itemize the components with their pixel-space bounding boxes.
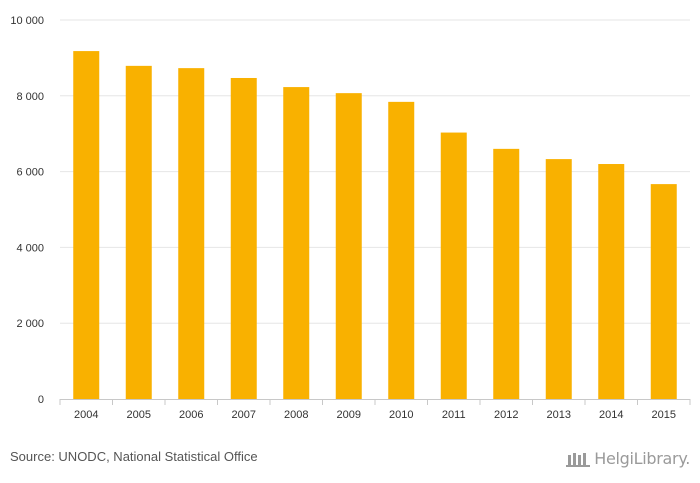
x-tick-label: 2009 <box>337 409 361 421</box>
bars <box>73 51 677 400</box>
x-axis-ticks: 2004 2005 2006 2007 2008 2009 2010 2011 2012 2013… <box>59 399 691 421</box>
library-building-icon <box>566 453 591 467</box>
bar-2007[interactable] <box>230 77 257 399</box>
bar-2013[interactable] <box>545 159 572 399</box>
helgilibrary-logo[interactable]: HelgiLibrary. <box>566 446 690 470</box>
x-tick-label: 2010 <box>389 409 413 421</box>
y-tick-label: 4 000 <box>16 242 44 254</box>
x-tick-label: 2004 <box>74 409 98 421</box>
bar-2014[interactable] <box>598 164 625 399</box>
y-tick-label: 6 000 <box>16 167 44 179</box>
x-tick-label: 2008 <box>284 409 308 421</box>
x-tick-label: 2006 <box>179 409 203 421</box>
bar-2006[interactable] <box>178 68 205 400</box>
bar-2005[interactable] <box>125 65 152 399</box>
bar-2015[interactable] <box>650 184 677 399</box>
bar-2004[interactable] <box>73 51 100 399</box>
bar-2008[interactable] <box>283 87 310 399</box>
bar-2010[interactable] <box>388 101 415 399</box>
y-tick-label: 2 000 <box>16 318 44 330</box>
source-note: Source: UNODC, National Statistical Offi… <box>10 449 258 464</box>
grid-lines <box>60 19 690 324</box>
x-tick-label: 2015 <box>652 409 676 421</box>
logo-text: HelgiLibrary. <box>594 448 690 468</box>
bar-2011[interactable] <box>440 132 467 400</box>
y-tick-label: 8 000 <box>16 91 44 103</box>
bar-2012[interactable] <box>493 148 520 399</box>
x-tick-label: 2005 <box>127 409 151 421</box>
bar-chart: 0 2 000 4 000 6 000 8 000 10 000 2004 2005 2006… <box>10 15 691 421</box>
y-tick-label: 0 <box>38 394 44 406</box>
bar-2009[interactable] <box>335 93 362 399</box>
y-axis-ticks: 0 2 000 4 000 6 000 8 000 10 000 <box>10 15 44 406</box>
x-tick-label: 2011 <box>442 409 466 421</box>
x-tick-label: 2007 <box>232 409 256 421</box>
x-tick-label: 2012 <box>494 409 518 421</box>
y-tick-label: 10 000 <box>10 15 44 27</box>
x-tick-label: 2013 <box>547 409 571 421</box>
x-tick-label: 2014 <box>599 409 623 421</box>
